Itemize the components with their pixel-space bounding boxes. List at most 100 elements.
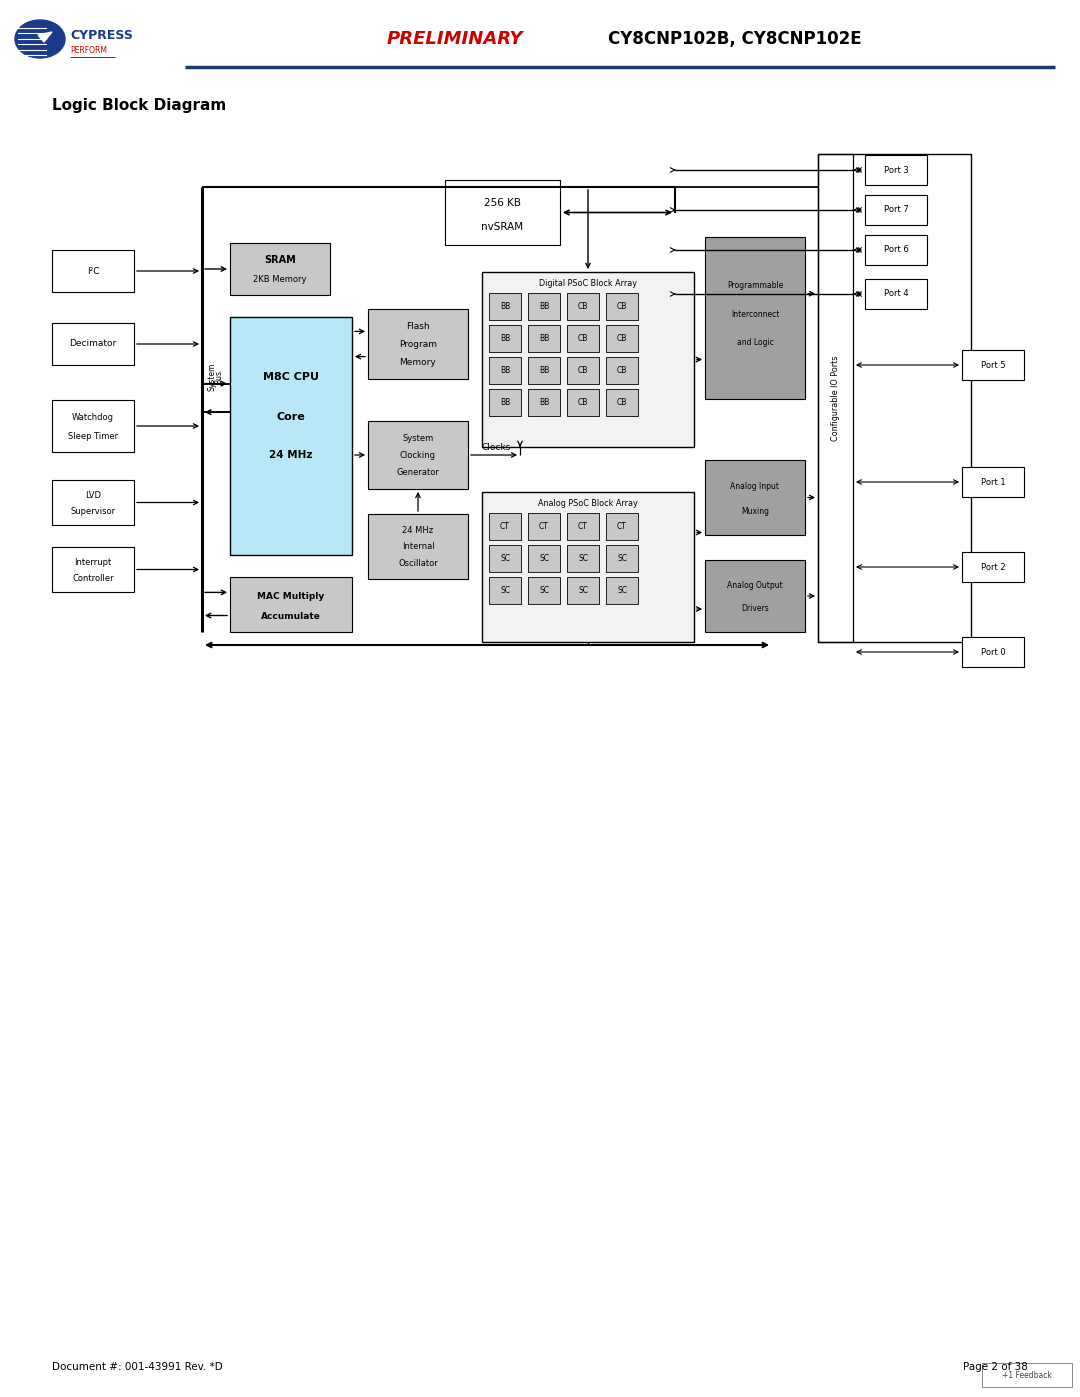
Bar <box>606 577 638 604</box>
Bar <box>489 577 521 604</box>
Text: CB: CB <box>578 302 589 312</box>
Text: CB: CB <box>617 366 627 374</box>
Text: CYPRESS: CYPRESS <box>70 28 133 42</box>
Bar <box>962 467 1024 497</box>
Text: CT: CT <box>617 522 626 531</box>
Text: SC: SC <box>578 585 588 595</box>
Bar <box>606 326 638 352</box>
Text: Supervisor: Supervisor <box>70 507 116 515</box>
Bar <box>489 388 521 416</box>
Bar <box>818 154 971 643</box>
Bar <box>230 577 352 631</box>
Text: and Logic: and Logic <box>737 338 773 346</box>
Bar <box>705 237 805 400</box>
Bar <box>368 420 468 489</box>
Bar <box>52 481 134 525</box>
Bar <box>567 293 599 320</box>
Text: I²C: I²C <box>86 267 99 275</box>
Text: Watchdog: Watchdog <box>72 414 114 422</box>
Bar <box>606 358 638 384</box>
Text: SRAM: SRAM <box>265 254 296 264</box>
Text: System: System <box>403 433 434 443</box>
Bar <box>865 279 927 309</box>
Text: nvSRAM: nvSRAM <box>482 222 524 232</box>
Text: BB: BB <box>500 302 510 312</box>
Text: Decimator: Decimator <box>69 339 117 348</box>
Text: Flash: Flash <box>406 321 430 331</box>
Bar <box>567 388 599 416</box>
Text: CB: CB <box>578 398 589 407</box>
Bar <box>567 513 599 541</box>
Text: Analog Output: Analog Output <box>727 581 783 590</box>
Text: BB: BB <box>539 302 549 312</box>
Text: CB: CB <box>578 334 589 344</box>
Bar <box>567 577 599 604</box>
Polygon shape <box>38 32 52 42</box>
Text: Document #: 001-43991 Rev. *D: Document #: 001-43991 Rev. *D <box>52 1362 222 1372</box>
Text: Controller: Controller <box>72 574 113 583</box>
Text: Configurable IO Ports: Configurable IO Ports <box>831 355 840 440</box>
Text: PRELIMINARY: PRELIMINARY <box>387 29 523 47</box>
Text: Programmable: Programmable <box>727 281 783 291</box>
Bar <box>482 492 694 643</box>
Text: Drivers: Drivers <box>741 605 769 613</box>
Bar <box>606 545 638 571</box>
Bar <box>368 514 468 578</box>
Text: SC: SC <box>500 585 510 595</box>
Text: SC: SC <box>539 555 549 563</box>
Bar <box>818 154 853 643</box>
Bar <box>705 460 805 535</box>
Text: BB: BB <box>539 366 549 374</box>
Text: CB: CB <box>617 334 627 344</box>
Text: Interrupt: Interrupt <box>75 557 111 567</box>
Text: Oscillator: Oscillator <box>399 559 437 569</box>
Bar <box>567 545 599 571</box>
Text: Digital PSoC Block Array: Digital PSoC Block Array <box>539 279 637 289</box>
Text: BB: BB <box>500 366 510 374</box>
Bar <box>230 317 352 555</box>
Bar <box>368 309 468 379</box>
Text: SC: SC <box>617 585 627 595</box>
Text: MAC Multiply: MAC Multiply <box>257 592 325 601</box>
Text: BB: BB <box>500 334 510 344</box>
Text: CY8CNP102B, CY8CNP102E: CY8CNP102B, CY8CNP102E <box>608 29 862 47</box>
Bar <box>865 196 927 225</box>
Bar <box>489 358 521 384</box>
Bar <box>528 545 561 571</box>
Text: CT: CT <box>578 522 588 531</box>
Text: Clocking: Clocking <box>400 450 436 460</box>
Text: Port 1: Port 1 <box>981 478 1005 486</box>
Text: Core: Core <box>276 412 306 422</box>
Bar <box>962 637 1024 666</box>
Bar <box>528 293 561 320</box>
Text: PERFORM: PERFORM <box>70 46 107 54</box>
Text: CB: CB <box>617 302 627 312</box>
Text: BB: BB <box>539 398 549 407</box>
Text: Program: Program <box>399 339 437 348</box>
Text: 256 KB: 256 KB <box>484 198 521 208</box>
Text: BB: BB <box>500 398 510 407</box>
Bar <box>528 326 561 352</box>
Bar <box>489 513 521 541</box>
Bar <box>528 388 561 416</box>
Text: Analog PSoC Block Array: Analog PSoC Block Array <box>538 500 638 509</box>
Bar <box>606 513 638 541</box>
Text: SC: SC <box>617 555 627 563</box>
Text: Port 4: Port 4 <box>883 289 908 299</box>
Text: Port 3: Port 3 <box>883 165 908 175</box>
Bar <box>865 235 927 265</box>
Bar <box>962 552 1024 583</box>
Text: CB: CB <box>578 366 589 374</box>
Bar <box>606 388 638 416</box>
Bar <box>567 326 599 352</box>
Text: Port 2: Port 2 <box>981 563 1005 571</box>
Text: Interconnect: Interconnect <box>731 310 779 320</box>
Text: LVD: LVD <box>85 490 102 500</box>
Text: BB: BB <box>539 334 549 344</box>
Text: Accumulate: Accumulate <box>261 612 321 622</box>
Text: SC: SC <box>578 555 588 563</box>
Text: Logic Block Diagram: Logic Block Diagram <box>52 98 226 113</box>
Bar <box>52 250 134 292</box>
Ellipse shape <box>15 20 65 59</box>
Text: CB: CB <box>617 398 627 407</box>
